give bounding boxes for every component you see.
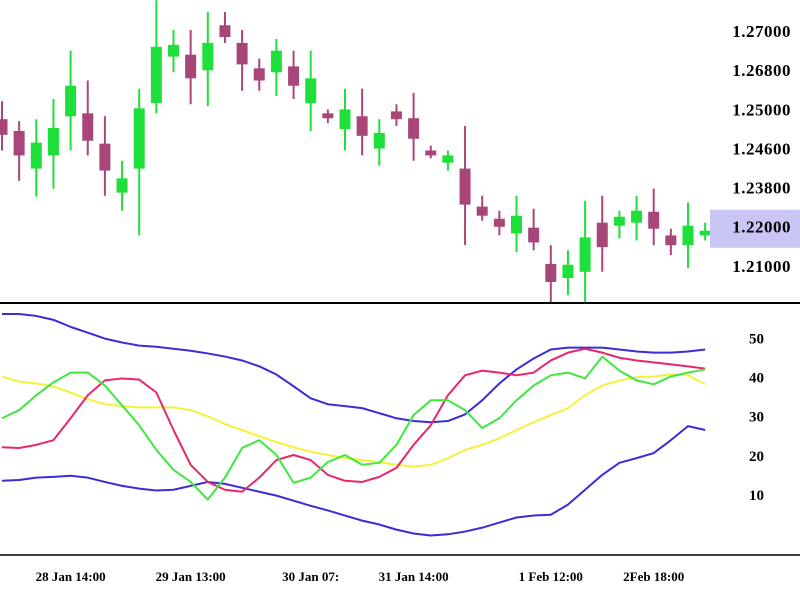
candle-body: [47, 128, 59, 156]
candle-body: [322, 113, 334, 119]
candle-body: [99, 143, 111, 171]
candle-body: [253, 68, 265, 81]
x-axis: 28 Jan 14:00 29 Jan 13:00 30 Jan 07: 31 Jan…: [36, 569, 685, 584]
x-tick-label: 1 Feb 12:00: [519, 569, 583, 584]
candle-body: [442, 155, 454, 163]
candle-body: [545, 263, 557, 282]
y-tick-label: 1.25000: [732, 100, 791, 119]
indicator-line: [1, 347, 706, 493]
candle-body: [202, 42, 214, 71]
indicator-line: [1, 355, 706, 501]
x-tick-label: 2Feb 18:00: [623, 569, 684, 584]
last-price-marker: [710, 209, 800, 248]
y-tick-label: 1.24600: [732, 139, 791, 158]
indicator-line: [1, 425, 706, 537]
candle-body: [511, 215, 522, 234]
candle-body: [408, 118, 420, 139]
candle-body: [459, 168, 471, 205]
candle-body: [270, 50, 282, 73]
y-tick-label: 40: [749, 371, 764, 387]
candle-body: [185, 54, 197, 79]
candle-body: [168, 44, 179, 57]
y-tick-label: 30: [749, 410, 764, 426]
candle-body: [425, 150, 437, 156]
y-tick-label: 1.27000: [732, 22, 791, 41]
price-panel: [0, 0, 711, 302]
y-tick-label: 1.23800: [732, 179, 791, 198]
x-tick-label: 29 Jan 13:00: [156, 569, 226, 584]
candle-body: [13, 130, 25, 156]
y-tick-label: 1.26800: [732, 61, 791, 80]
candle-body: [596, 222, 608, 248]
candle-body: [682, 225, 694, 246]
candle-body: [82, 113, 94, 141]
y-tick-label: 50: [749, 332, 764, 348]
candle-body: [648, 211, 660, 229]
candle-body: [613, 216, 625, 226]
candle-body: [699, 230, 711, 236]
y-tick-label: 10: [749, 488, 764, 504]
candle-body: [476, 206, 488, 216]
candle-body: [305, 78, 317, 104]
x-tick-label: 28 Jan 14:00: [36, 569, 106, 584]
x-tick-label: 31 Jan 14:00: [379, 569, 449, 584]
candle-body: [356, 116, 368, 136]
candle-body: [219, 25, 231, 38]
indicator-panel: [1, 312, 706, 537]
candle-body: [339, 109, 351, 129]
price-axis: 1.27000 1.26800 1.25000 1.24600 1.23800 1.220…: [710, 22, 800, 276]
y-tick-label: 20: [749, 449, 764, 465]
x-tick-label: 30 Jan 07:: [282, 569, 339, 584]
candle-body: [562, 264, 574, 279]
candle-body: [579, 237, 591, 272]
candle-body: [0, 119, 8, 135]
candle-body: [390, 111, 402, 120]
candle-body: [288, 66, 300, 86]
indicator-line: [2, 312, 706, 424]
candle-body: [528, 227, 540, 243]
candle-body: [493, 218, 505, 227]
candle-body: [236, 42, 248, 65]
candle-body: [65, 85, 77, 117]
candle-body: [150, 46, 162, 104]
candle-body: [373, 132, 385, 149]
candle-body: [133, 108, 145, 169]
candle-body: [116, 178, 128, 193]
y-tick-label: 1.21000: [732, 257, 791, 276]
y-tick-label: 1.22000: [732, 218, 791, 237]
indicator-axis: 10 20 30 40 50: [749, 332, 764, 504]
candle-body: [30, 142, 42, 169]
candle-body: [665, 235, 677, 246]
candle-body: [631, 210, 643, 223]
